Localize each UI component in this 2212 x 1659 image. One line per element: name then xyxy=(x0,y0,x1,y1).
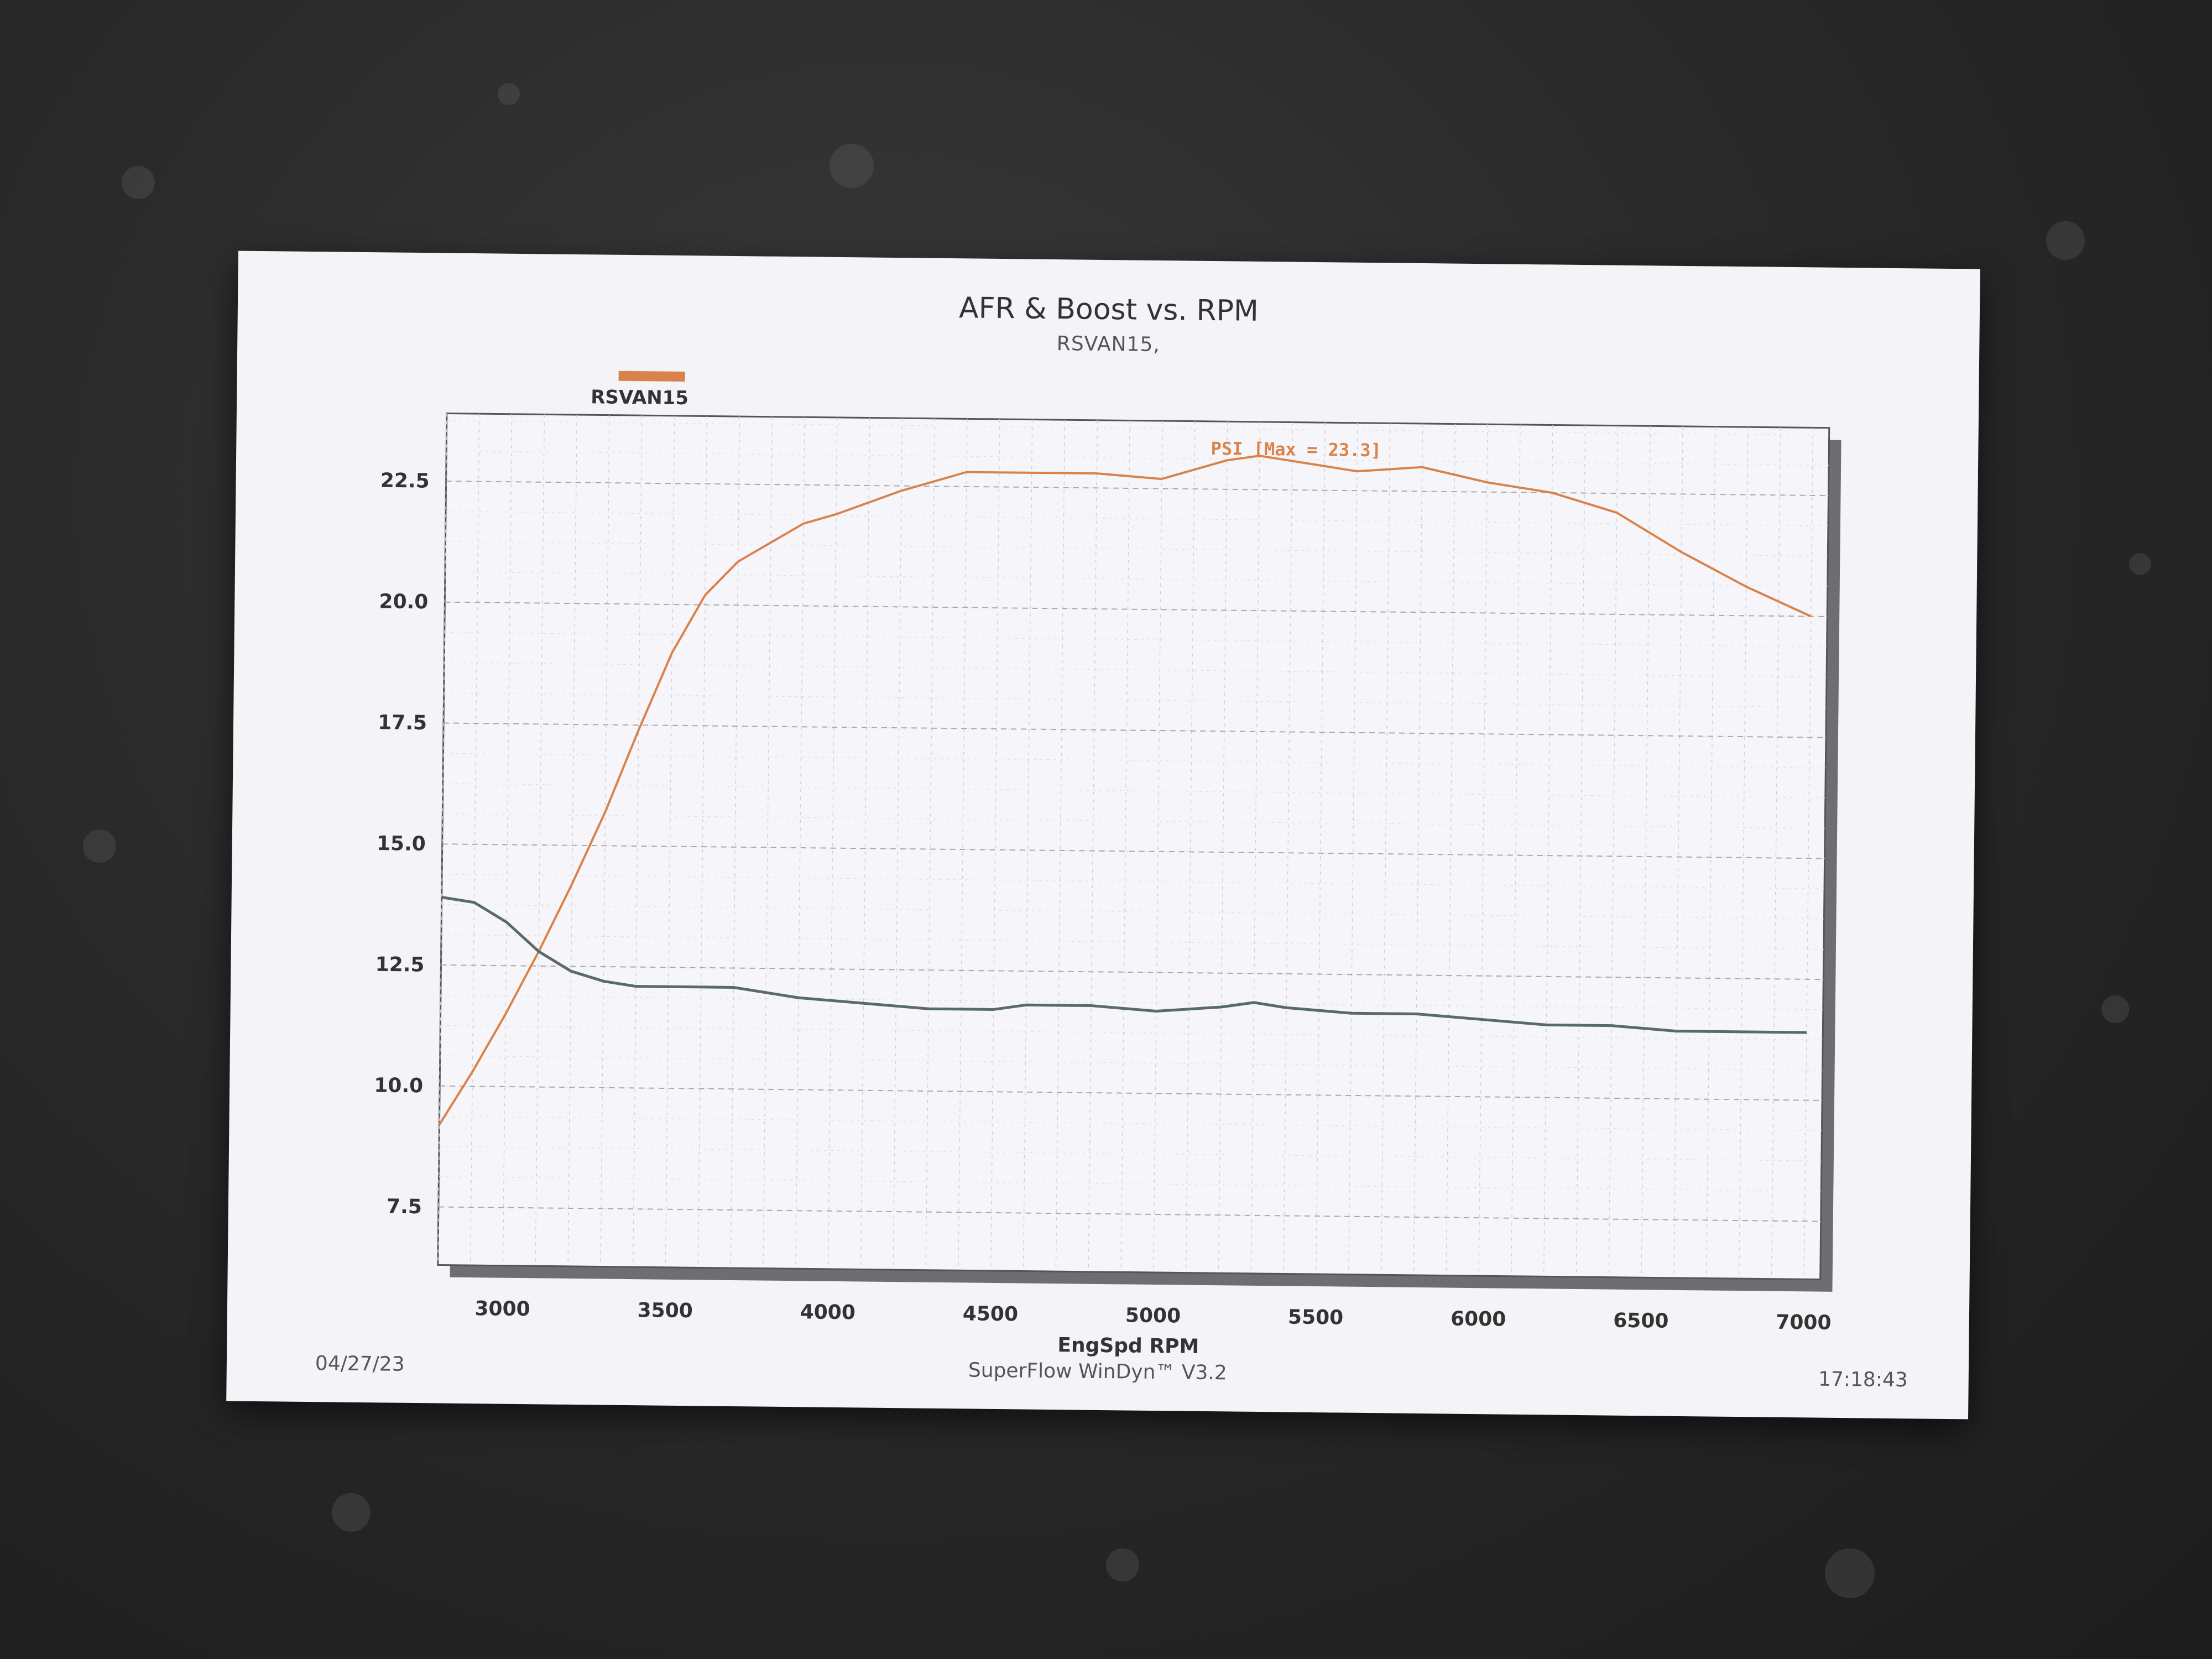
x-tick-label: 4500 xyxy=(963,1302,1019,1326)
series-annotation: PSI [Max = 23.3] xyxy=(1211,438,1381,461)
grid-line-vertical xyxy=(1446,424,1456,1276)
grid-line-vertical xyxy=(958,419,968,1271)
grid-line-vertical xyxy=(600,415,610,1267)
grid-line-horizontal-minor xyxy=(445,571,1828,587)
grid-line-horizontal-minor xyxy=(439,1146,1822,1161)
x-tick-label: 4000 xyxy=(800,1301,856,1324)
x-axis-label: EngSpd RPM xyxy=(1057,1334,1199,1358)
grid-line-horizontal-minor xyxy=(445,541,1828,557)
grid-line-vertical xyxy=(1738,427,1749,1279)
grid-line-vertical xyxy=(1803,427,1814,1280)
countertop-speck xyxy=(332,1493,371,1532)
grid-line-vertical xyxy=(1380,423,1391,1275)
grid-line-horizontal-minor xyxy=(441,904,1824,920)
grid-line-vertical xyxy=(1413,423,1423,1275)
grid-line-horizontal xyxy=(445,601,1828,617)
grid-line-vertical xyxy=(893,418,903,1270)
grid-line-horizontal-minor xyxy=(440,1025,1823,1041)
grid-line-vertical xyxy=(925,418,935,1270)
grid-line-vertical xyxy=(1511,424,1521,1276)
y-tick-label: 12.5 xyxy=(375,953,424,977)
x-tick-label: 3000 xyxy=(474,1297,530,1321)
grid-line-horizontal xyxy=(441,964,1824,980)
x-tick-label: 7000 xyxy=(1776,1311,1832,1334)
y-tick-label: 17.5 xyxy=(378,711,427,734)
grid-line-vertical xyxy=(860,418,870,1270)
grid-line-horizontal xyxy=(438,1206,1821,1222)
grid-line-vertical xyxy=(632,415,643,1267)
countertop-speck xyxy=(2046,221,2085,260)
countertop-speck xyxy=(498,83,520,105)
grid-line-vertical xyxy=(567,414,577,1266)
grid-line-vertical xyxy=(990,419,1000,1271)
grid-line-vertical xyxy=(1771,427,1781,1279)
y-tick-label: 7.5 xyxy=(387,1195,422,1218)
grid-line-horizontal-minor xyxy=(440,995,1823,1010)
x-tick-label: 5500 xyxy=(1288,1306,1344,1329)
grid-line-vertical xyxy=(535,414,545,1266)
grid-line-horizontal-minor xyxy=(446,450,1829,466)
grid-line-vertical xyxy=(763,416,773,1269)
grid-line-vertical xyxy=(1055,420,1066,1272)
grid-line-vertical xyxy=(1575,425,1586,1277)
grid-line-vertical xyxy=(827,417,838,1269)
grid-line-horizontal xyxy=(446,481,1829,497)
grid-line-horizontal-minor xyxy=(439,1176,1822,1192)
grid-line-vertical xyxy=(1185,421,1196,1273)
grid-line-horizontal xyxy=(440,1085,1823,1101)
grid-line-vertical xyxy=(1673,426,1683,1278)
grid-line-vertical xyxy=(730,416,740,1268)
grid-line-vertical xyxy=(1283,422,1293,1274)
countertop-speck xyxy=(122,166,155,199)
y-tick-label: 15.0 xyxy=(377,832,426,855)
grid-line-horizontal-minor xyxy=(441,934,1824,950)
grid-line-vertical xyxy=(1088,420,1098,1272)
grid-line-vertical xyxy=(1316,422,1326,1275)
grid-line-vertical xyxy=(1022,419,1033,1271)
grid-line-vertical xyxy=(1218,421,1228,1274)
y-tick-label: 20.0 xyxy=(379,591,428,614)
countertop-speck xyxy=(1825,1548,1875,1598)
grid-line-vertical xyxy=(665,415,675,1267)
grid-line-vertical xyxy=(1641,426,1651,1278)
grid-line-horizontal-minor xyxy=(443,753,1826,768)
grid-line-horizontal-minor xyxy=(440,1055,1823,1071)
grid-line-vertical xyxy=(1153,421,1163,1273)
grid-line-horizontal xyxy=(444,722,1826,738)
grid-line-vertical xyxy=(1250,421,1261,1274)
grid-line-vertical xyxy=(437,413,447,1265)
countertop-speck xyxy=(1106,1548,1139,1582)
x-tick-label: 5000 xyxy=(1125,1304,1181,1327)
grid-line-horizontal-minor xyxy=(446,420,1829,436)
grid-line-horizontal-minor xyxy=(444,692,1827,708)
grid-line-vertical xyxy=(1543,425,1553,1277)
footer-time: 17:18:43 xyxy=(1818,1368,1908,1392)
afr-boost-chart: 7.5 10.0 12.5 15.0 17.5 20.0 22.5 3000 3500 4000 4… xyxy=(374,413,1841,1358)
grid-line-horizontal-minor xyxy=(444,632,1827,648)
grid-line-vertical xyxy=(1608,425,1619,1277)
grid-line-vertical xyxy=(1120,420,1130,1272)
grid-line-vertical xyxy=(469,414,480,1266)
grid-line-horizontal-minor xyxy=(442,783,1825,799)
countertop-speck xyxy=(83,830,116,863)
grid-line-vertical xyxy=(502,414,513,1266)
grid-line-horizontal-minor xyxy=(446,511,1828,526)
y-tick-label: 10.0 xyxy=(374,1074,423,1097)
x-tick-label: 6500 xyxy=(1613,1310,1669,1333)
grid-line-vertical xyxy=(1348,422,1358,1275)
grid-line-horizontal-minor xyxy=(444,662,1827,677)
y-tick-label: 22.5 xyxy=(380,469,430,493)
grid-line-horizontal-minor xyxy=(439,1115,1822,1131)
grid-line-horizontal-minor xyxy=(442,813,1825,829)
printed-sheet: AFR & Boost vs. RPM RSVAN15, RSVAN15 7.5… xyxy=(226,251,1980,1420)
grid-line-vertical xyxy=(795,417,805,1269)
countertop-speck xyxy=(830,144,874,188)
grid-line-vertical xyxy=(697,416,708,1268)
x-tick-label: 6000 xyxy=(1451,1308,1506,1331)
countertop-speck xyxy=(2101,995,2129,1023)
x-tick-label: 3500 xyxy=(637,1299,693,1322)
grid-line-horizontal xyxy=(442,843,1825,859)
grid-line-horizontal-minor xyxy=(442,874,1825,889)
countertop-speck xyxy=(2129,553,2151,575)
